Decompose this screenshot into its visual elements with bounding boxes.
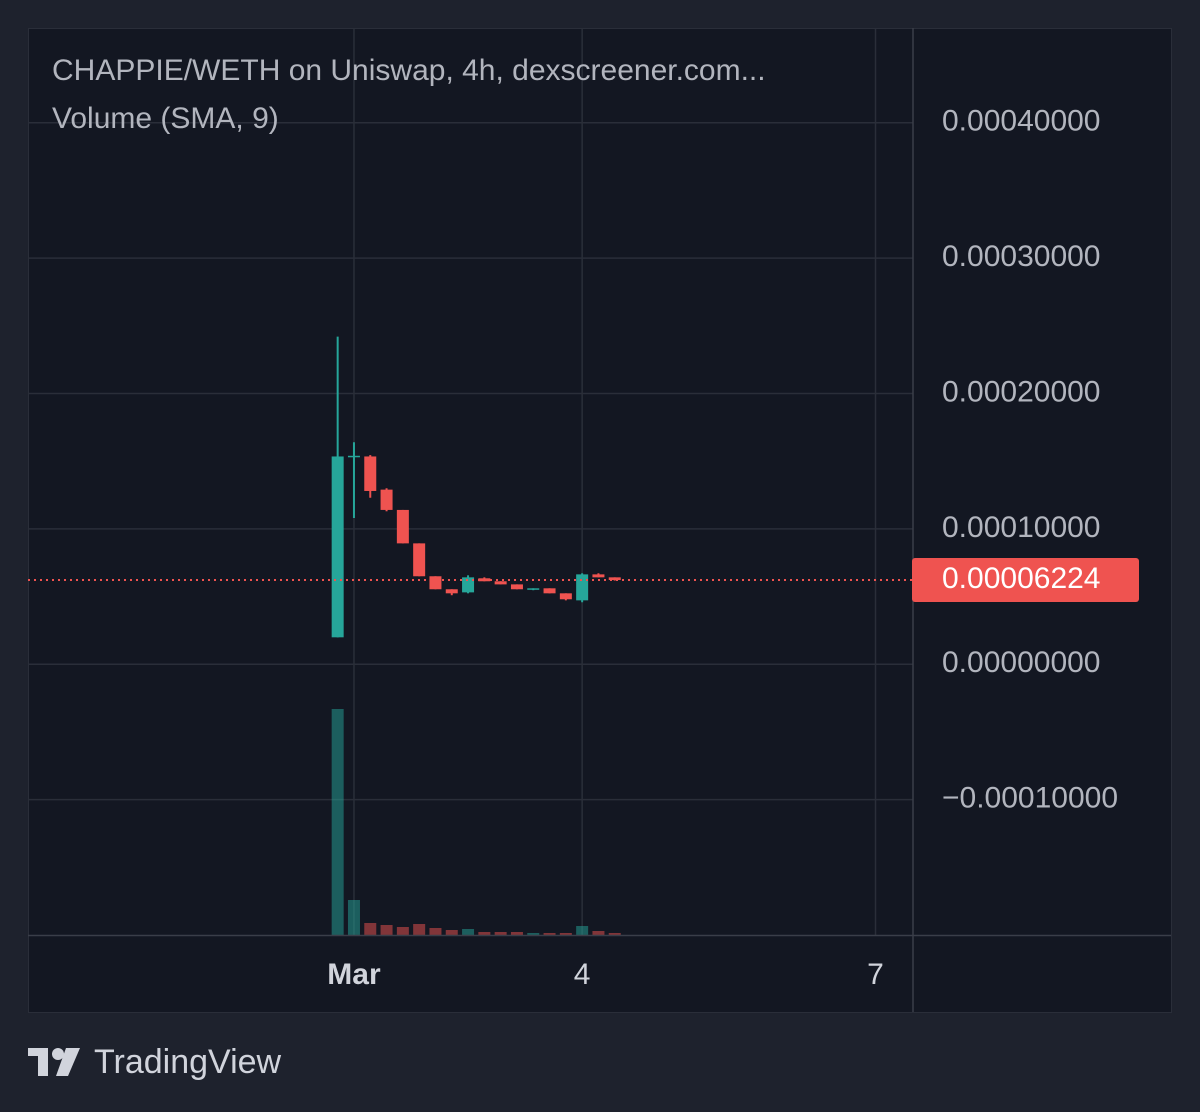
x-tick-label: Mar	[327, 958, 381, 991]
candle-body	[462, 577, 475, 593]
chart-panel	[28, 28, 1172, 1013]
volume-bar	[527, 933, 540, 935]
candle-body	[559, 593, 572, 600]
volume-bar	[364, 923, 377, 935]
volume-bar	[413, 924, 426, 935]
volume-bar	[429, 928, 442, 935]
candle-body	[364, 456, 377, 491]
candle-body	[396, 509, 409, 544]
last-price-box	[912, 557, 1139, 602]
volume-bar	[543, 933, 556, 935]
y-tick-label: 0.00020000	[942, 375, 1101, 408]
volume-bar	[608, 933, 621, 935]
candle-body	[592, 574, 605, 578]
candle-body	[543, 588, 556, 594]
candle-body	[576, 574, 589, 601]
brand-name: TradingView	[94, 1043, 282, 1081]
candle-body	[510, 584, 523, 590]
chart-title: CHAPPIE/WETH on Uniswap, 4h, dexscreener…	[52, 54, 766, 87]
volume-bar	[576, 926, 589, 935]
y-tick-label: 0.00000000	[942, 646, 1101, 679]
candle-body	[413, 543, 426, 577]
marks	[331, 336, 621, 935]
volume-bar	[510, 932, 523, 935]
brand-logo	[28, 1048, 80, 1076]
volume-bar	[347, 900, 360, 935]
x-tick-label: 4	[574, 958, 591, 991]
volume-bar	[478, 932, 491, 935]
volume-bar	[559, 933, 572, 935]
candle-body	[380, 489, 393, 510]
y-tick-label: −0.00010000	[942, 782, 1118, 815]
candle-body	[347, 455, 360, 458]
candle-body	[494, 581, 507, 585]
chart-subtitle: Volume (SMA, 9)	[52, 102, 279, 135]
volume-bar	[445, 930, 458, 935]
x-tick-label: 7	[867, 958, 884, 991]
last-price-label: 0.00006224	[942, 562, 1101, 595]
y-tick-label: 0.00040000	[942, 105, 1101, 138]
volume-bar	[331, 709, 344, 935]
volume-bar	[462, 929, 475, 935]
y-tick-label: 0.00010000	[942, 511, 1101, 544]
volume-bar	[592, 931, 605, 935]
y-tick-label: 0.00030000	[942, 240, 1101, 273]
candle-body	[608, 577, 621, 580]
candle-body	[445, 589, 458, 594]
candle-body	[429, 576, 442, 590]
candle-body	[527, 588, 540, 590]
volume-bar	[380, 925, 393, 935]
volume-bar	[396, 927, 409, 935]
candle-body	[331, 456, 344, 638]
volume-bar	[494, 932, 507, 935]
